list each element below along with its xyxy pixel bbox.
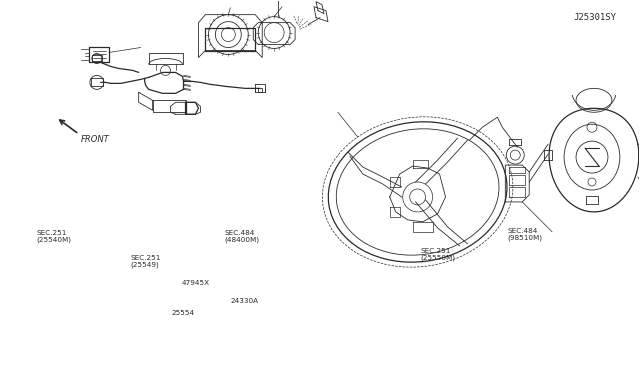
Text: SEC.251
(25540M): SEC.251 (25540M)	[36, 230, 71, 243]
Text: SEC.251
(25550M): SEC.251 (25550M)	[420, 248, 456, 261]
Text: 24330A: 24330A	[230, 298, 259, 304]
Text: 25554: 25554	[172, 310, 195, 315]
Text: J25301SY: J25301SY	[574, 13, 617, 22]
Text: SEC.484
(48400M): SEC.484 (48400M)	[225, 230, 259, 243]
Text: 47945X: 47945X	[182, 280, 210, 286]
Text: FRONT: FRONT	[81, 135, 109, 144]
Text: SEC.251
(25549): SEC.251 (25549)	[131, 255, 161, 268]
Text: SEC.484
(98510M): SEC.484 (98510M)	[508, 228, 542, 241]
